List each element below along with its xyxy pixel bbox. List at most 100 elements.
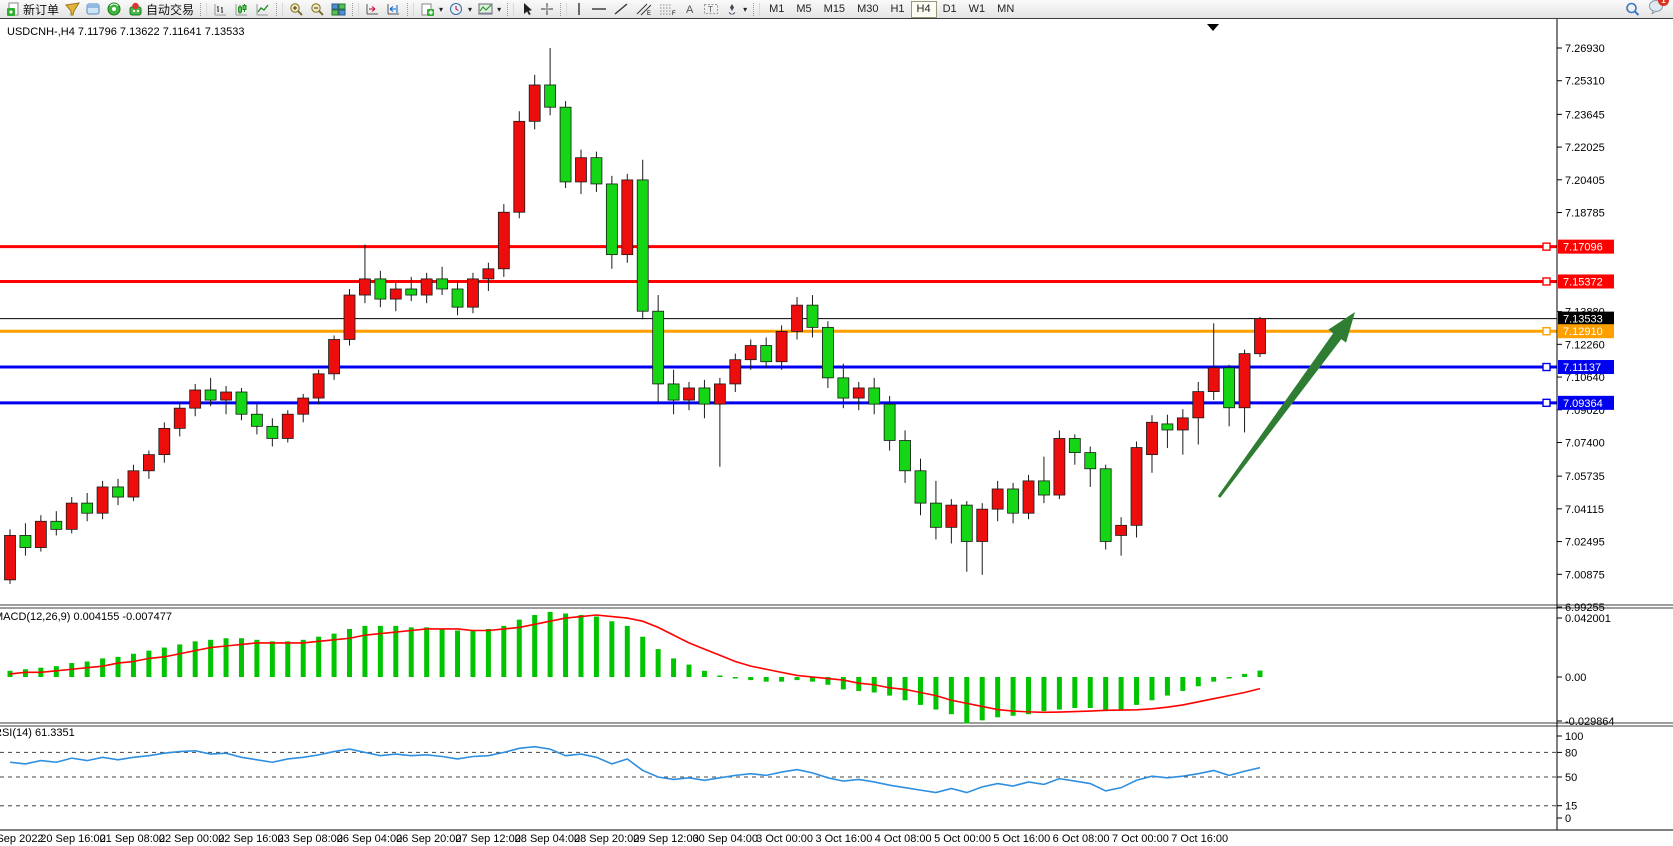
candle-body[interactable] [343, 294, 356, 340]
candle-body[interactable] [822, 326, 834, 379]
cursor-button[interactable] [517, 1, 537, 18]
auto-scroll-button[interactable] [383, 1, 404, 18]
hline-anchor-marker[interactable] [1542, 362, 1551, 372]
candle-body[interactable] [868, 387, 881, 405]
timeframe-button-m1[interactable]: M1 [769, 2, 785, 15]
candle-body[interactable] [235, 391, 248, 415]
candle-body[interactable] [220, 391, 232, 401]
candle-body[interactable] [328, 339, 340, 375]
timeframe-button-m15[interactable]: M15 [823, 2, 846, 15]
candle-body[interactable] [127, 470, 140, 498]
autotrading-button[interactable]: 自动交易 [125, 1, 197, 18]
horizontal-line-button[interactable] [588, 1, 610, 18]
template-button[interactable]: ▾ [475, 1, 504, 18]
candle-body[interactable] [1192, 391, 1205, 419]
candle-body[interactable] [1007, 488, 1019, 514]
candle-body[interactable] [960, 504, 973, 542]
hline-anchor-marker[interactable] [1542, 277, 1551, 286]
candle-body[interactable] [1254, 318, 1266, 355]
fibonacci-button[interactable]: F [656, 1, 680, 18]
candle-body[interactable] [976, 508, 989, 542]
candle-body[interactable] [590, 157, 603, 185]
time-axis-label[interactable]: 5 Oct 16:00 [993, 833, 1050, 845]
chart-shift-button[interactable] [362, 1, 383, 18]
time-axis-label[interactable]: 6 Oct 08:00 [1053, 833, 1110, 845]
candle-body[interactable] [852, 387, 865, 399]
candle-body[interactable] [667, 383, 680, 401]
candle-body[interactable] [436, 278, 448, 290]
candle-body[interactable] [513, 120, 526, 213]
time-axis-label[interactable]: Sep 2022 [0, 833, 44, 845]
candle-body[interactable] [1053, 438, 1066, 496]
candle-body[interactable] [729, 359, 742, 385]
candle-body[interactable] [467, 278, 479, 308]
candle-body[interactable] [204, 389, 217, 401]
candle-body[interactable] [791, 304, 803, 332]
time-axis-label[interactable]: 26 Sep 04:00 [337, 833, 402, 845]
candle-body[interactable] [497, 211, 510, 270]
hline-anchor-marker[interactable] [1542, 242, 1551, 251]
timeframe-button-m30[interactable]: M30 [857, 2, 879, 15]
candle-body[interactable] [96, 486, 109, 514]
crosshair-button[interactable] [537, 1, 557, 18]
candle-body[interactable] [359, 278, 371, 296]
candle-body[interactable] [1022, 480, 1035, 514]
new-order-button[interactable]: 新订单 [3, 1, 62, 18]
candle-body[interactable] [312, 373, 325, 399]
candle-body[interactable] [482, 268, 495, 280]
time-axis-label[interactable]: 7 Oct 00:00 [1112, 833, 1169, 845]
candle-body[interactable] [914, 470, 927, 504]
candle-body[interactable] [544, 84, 557, 108]
timeframe-button-h1[interactable]: H1 [890, 2, 905, 15]
candle-body[interactable] [991, 488, 1004, 510]
market-watch-button[interactable] [83, 1, 104, 18]
candle-body[interactable] [158, 427, 171, 456]
candle-body[interactable] [1223, 367, 1236, 409]
candle-body[interactable] [930, 502, 942, 528]
candle-body[interactable] [81, 502, 94, 514]
candle-body[interactable] [1068, 438, 1081, 454]
time-axis-label[interactable]: 21 Sep 08:00 [100, 833, 165, 845]
candlestick-button[interactable] [231, 1, 252, 18]
candle-body[interactable] [1099, 468, 1112, 542]
hline-anchor-marker[interactable] [1542, 327, 1551, 336]
candle-body[interactable] [19, 535, 32, 548]
candle-body[interactable] [837, 377, 850, 399]
timeframe-button-d1[interactable]: D1 [942, 2, 957, 15]
candle-body[interactable] [112, 486, 124, 498]
vertical-line-button[interactable] [570, 1, 588, 18]
time-axis-label[interactable]: 3 Oct 16:00 [815, 833, 872, 845]
time-axis-label[interactable]: 3 Oct 00:00 [756, 833, 813, 845]
hline-anchor-marker[interactable] [1542, 398, 1551, 408]
time-axis-label[interactable]: 28 Sep 20:00 [574, 833, 639, 845]
candle-body[interactable] [1084, 452, 1097, 470]
candle-body[interactable] [1146, 421, 1158, 456]
time-axis-label[interactable]: 30 Sep 04:00 [693, 833, 758, 845]
candle-body[interactable] [297, 397, 310, 415]
time-axis-label[interactable]: 28 Sep 04:00 [515, 833, 580, 845]
search-icon[interactable] [1625, 2, 1640, 17]
candle-body[interactable] [420, 278, 433, 296]
candle-body[interactable] [374, 278, 387, 300]
candle-body[interactable] [575, 157, 587, 183]
zoom-out-button[interactable] [307, 1, 328, 18]
chart-shift-marker[interactable] [1207, 24, 1219, 31]
candle-body[interactable] [1176, 417, 1189, 431]
chart-background[interactable] [0, 19, 1673, 846]
time-axis-label[interactable]: 22 Sep 16:00 [218, 833, 283, 845]
timeframe-button-mn[interactable]: MN [997, 2, 1015, 15]
candle-body[interactable] [744, 345, 757, 361]
candle-body[interactable] [945, 504, 958, 528]
candle-body[interactable] [65, 502, 78, 530]
time-axis-label[interactable]: 23 Sep 08:00 [277, 833, 342, 845]
candle-body[interactable] [652, 310, 665, 385]
candle-body[interactable] [4, 535, 16, 581]
candle-body[interactable] [1238, 353, 1251, 409]
candle-body[interactable] [451, 288, 464, 308]
candle-body[interactable] [266, 425, 279, 439]
notifications-button[interactable]: 1 [1648, 0, 1669, 19]
candle-body[interactable] [713, 383, 726, 405]
candle-body[interactable] [389, 288, 402, 300]
candle-body[interactable] [34, 520, 47, 548]
